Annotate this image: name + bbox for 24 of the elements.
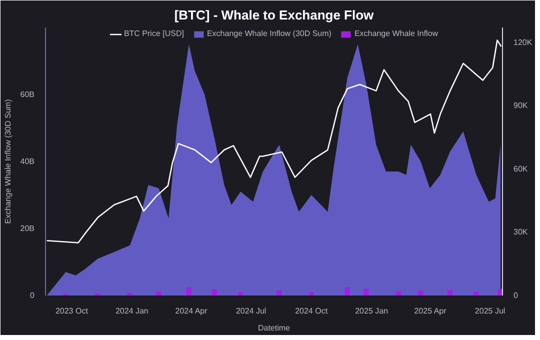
legend-label: Exchange Whale Inflow <box>354 29 438 38</box>
line-series <box>46 40 502 244</box>
y-tick-label: 40B <box>20 157 34 166</box>
x-tick-label: 2024 Jul <box>236 306 266 316</box>
y-tick-label: 60B <box>20 90 34 99</box>
x-tick-label: 2025 Apr <box>414 306 447 316</box>
x-axis-title: Datetime <box>258 324 291 332</box>
chart-title: [BTC] - Whale to Exchange Flow <box>174 8 375 22</box>
y2-tick-label: 60K <box>514 164 528 174</box>
x-tick-label: 2024 Oct <box>295 306 328 316</box>
x-tick-label: 2025 Jan <box>355 306 388 316</box>
y2-tick-label: 120K <box>514 38 533 47</box>
x-tick-label: 2023 Oct <box>55 306 89 316</box>
x-tick-label: 2025 Jul <box>474 306 506 316</box>
legend-label: BTC Price [USD] <box>124 29 184 38</box>
y-axis-title: Exchange Whale Inflow (30D Sum) <box>3 98 12 224</box>
legend-label: Exchange Whale Inflow (30D Sum) <box>206 29 332 38</box>
y-tick-label: 0 <box>30 291 36 300</box>
x-tick-label: 2024 Jan <box>115 306 148 316</box>
y2-tick-label: 90K <box>514 101 528 110</box>
y2-tick-label: 30K <box>514 228 528 237</box>
y-tick-label: 20B <box>20 224 34 233</box>
x-tick-label: 2024 Apr <box>175 306 208 316</box>
y2-tick-label: 0 <box>514 291 518 300</box>
